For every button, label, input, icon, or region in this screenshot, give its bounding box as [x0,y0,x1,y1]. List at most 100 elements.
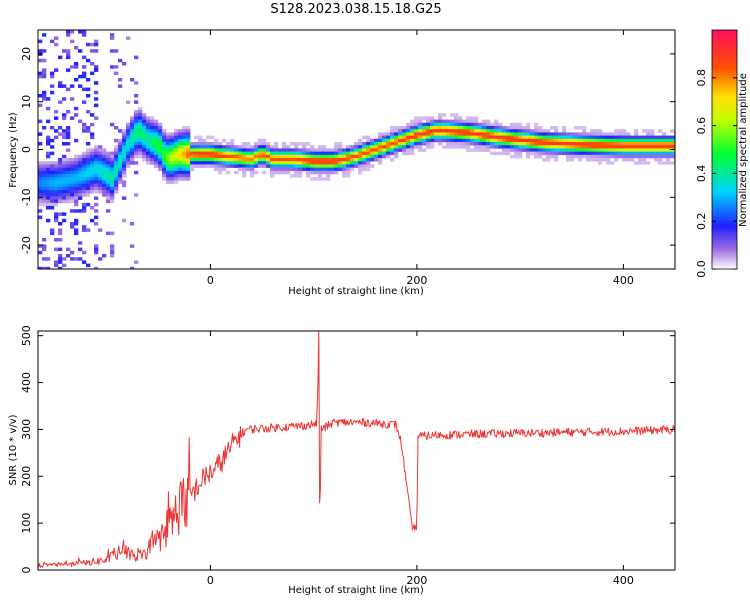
heatmap-cell [342,164,347,168]
heatmap-cell [178,145,183,149]
heatmap-cell [202,148,207,152]
heatmap-cell [218,145,223,149]
heatmap-cell [78,183,83,188]
colorbar-tick-label: 0.0 [695,260,708,278]
heatmap-cell [418,122,423,127]
heatmap-cell [438,132,443,136]
heatmap-cell [238,164,243,168]
heatmap-cell [586,142,591,146]
heatmap-cell [110,49,115,53]
heatmap-cell [214,145,219,149]
heatmap-cell [482,132,487,136]
heatmap-cell [490,126,495,130]
heatmap-cell [198,148,203,152]
heatmap-cell [526,132,531,136]
heatmap-cell [98,180,103,184]
heatmap-cell [594,135,599,140]
heatmap-cell [262,161,267,165]
heatmap-cell [570,158,575,162]
heatmap-cell [66,87,71,92]
heatmap-cell [130,154,135,159]
heatmap-cell [206,148,211,152]
heatmap-cell [362,151,367,156]
heatmap-cell [626,142,631,146]
heatmap-cell [114,164,119,168]
heatmap-cell [382,151,387,156]
heatmap-cell [134,193,139,197]
heatmap-cell [566,138,571,143]
heatmap-cell [422,135,427,140]
heatmap-cell [282,145,287,149]
heatmap-cell [86,228,91,232]
heatmap-cell [250,174,255,178]
heatmap-cell [182,142,187,146]
heatmap-cell [170,132,175,136]
heatmap-cell [338,161,343,165]
heatmap-cell [158,161,163,165]
heatmap-cell [70,84,75,88]
heatmap-cell [306,154,311,159]
heatmap-cell [382,138,387,143]
heatmap-cell [74,113,79,117]
heatmap-cell [498,142,503,146]
heatmap-cell [482,126,487,130]
heatmap-y-tick-label: 0 [20,146,33,153]
heatmap-cell [62,183,67,188]
heatmap-cell [498,135,503,140]
heatmap-cell [122,154,127,159]
heatmap-cell [210,142,215,146]
heatmap-cell [258,158,263,162]
heatmap-cell [470,148,475,152]
heatmap-cell [234,154,239,159]
heatmap-cell [110,180,115,184]
heatmap-cell [670,148,675,152]
heatmap-cell [570,142,575,146]
heatmap-cell [578,142,583,146]
heatmap-cell [42,90,47,95]
heatmap-cell [566,142,571,146]
heatmap-cell [386,154,391,159]
heatmap-cell [134,154,139,159]
heatmap-cell [170,164,175,168]
heatmap-cell [178,170,183,175]
heatmap-cell [610,148,615,152]
heatmap-cell [98,177,103,181]
heatmap-cell [186,148,191,152]
heatmap-cell [250,154,255,159]
heatmap-cell [518,145,523,149]
heatmap-cell [586,132,591,136]
heatmap-cell [38,183,43,188]
heatmap-cell [478,148,483,152]
heatmap-cell [158,132,163,136]
heatmap-cell [314,167,319,172]
heatmap-cell [126,161,131,165]
heatmap-cell [462,126,467,130]
heatmap-cell [590,158,595,162]
heatmap-cell [130,78,135,82]
heatmap-cell [314,164,319,168]
heatmap-cell [454,116,459,120]
heatmap-cell [110,231,115,236]
heatmap-cell [362,161,367,165]
heatmap-cell [142,119,147,124]
heatmap-cell [50,193,55,197]
heatmap-cell [670,129,675,133]
heatmap-cell [190,145,195,149]
heatmap-cell [542,138,547,143]
heatmap-cell [114,65,119,69]
heatmap-cell [70,177,75,181]
heatmap-cell [258,151,263,156]
heatmap-cell [66,142,71,146]
heatmap-cell [138,151,143,156]
heatmap-cell [514,145,519,149]
heatmap-cell [294,174,299,178]
heatmap-cell [94,158,99,162]
heatmap-cell [466,122,471,127]
heatmap-cell [74,154,79,159]
heatmap-cell [90,180,95,184]
heatmap-cell [226,145,231,149]
heatmap-cell [338,164,343,168]
heatmap-cell [146,148,151,152]
heatmap-cell [50,170,55,175]
heatmap-cell [454,145,459,149]
